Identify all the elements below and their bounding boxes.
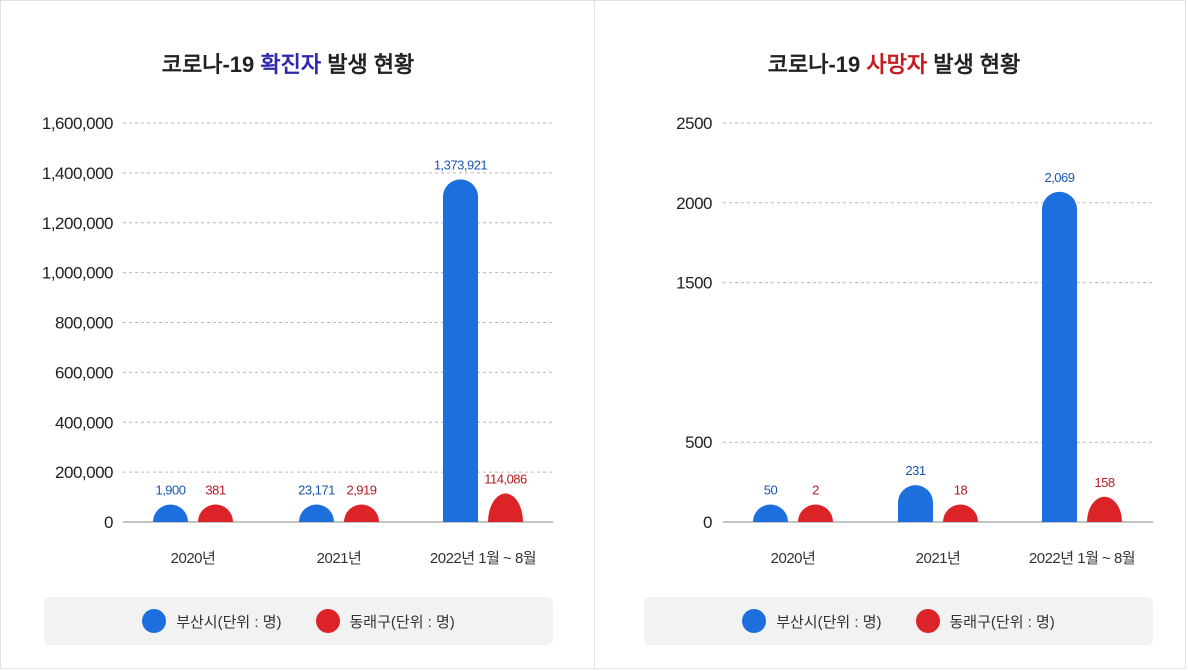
- x-category-label: 2022년 1월 ~ 8월: [1029, 550, 1135, 567]
- chart-title: 코로나-19 확진자 발생 현황: [162, 52, 415, 77]
- y-tick-label: 2000: [676, 194, 712, 213]
- bar-dongnae: [943, 504, 978, 522]
- data-label: 1,900: [155, 483, 185, 498]
- data-label: 158: [1094, 475, 1114, 490]
- bar-dongnae: [198, 504, 233, 522]
- x-category-label: 2022년 1월 ~ 8월: [430, 550, 536, 567]
- legend-label: 부산시(단위 : 명): [176, 613, 282, 631]
- legend-swatch: [315, 609, 340, 633]
- y-tick-label: 400,000: [55, 413, 113, 432]
- confirmed-chart-legend: 부산시(단위 : 명) 동래구(단위 : 명): [44, 597, 553, 645]
- legend-item-dongnae: 동래구(단위 : 명): [315, 609, 455, 633]
- bar-busan: [299, 504, 334, 522]
- legend-label: 부산시(단위 : 명): [776, 613, 882, 631]
- chart-title-suffix: 발생 현황: [321, 52, 414, 77]
- y-tick-label: 0: [104, 513, 113, 532]
- data-label: 2,919: [346, 483, 376, 498]
- y-tick-label: 500: [685, 433, 712, 452]
- legend-item-busan: 부산시(단위 : 명): [742, 609, 882, 633]
- data-label: 18: [954, 483, 968, 498]
- bar-busan: [153, 504, 188, 522]
- confirmed-chart-panel: 코로나-19 확진자 발생 현황 0 200,000 400,000 600,000 80…: [1, 1, 594, 670]
- bar-dongnae: [488, 493, 523, 522]
- bar-busan: [898, 485, 933, 522]
- legend-label: 동래구(단위 : 명): [949, 613, 1055, 631]
- legend-item-dongnae: 동래구(단위 : 명): [915, 609, 1055, 633]
- y-tick-label: 1,600,000: [42, 114, 113, 133]
- legend-swatch: [142, 609, 167, 633]
- death-chart-legend: 부산시(단위 : 명) 동래구(단위 : 명): [644, 597, 1153, 645]
- bar-dongnae: [344, 504, 379, 522]
- death-chart-panel: 코로나-19 사망자 발생 현황 0 500 1500 2000 2500 50 2 2020년…: [595, 1, 1188, 670]
- chart-title-prefix: 코로나-19: [162, 52, 261, 77]
- bar-busan: [753, 504, 788, 522]
- y-tick-label: 0: [703, 513, 712, 532]
- legend-swatch: [915, 609, 940, 633]
- data-label: 23,171: [298, 483, 335, 498]
- y-tick-label: 1,200,000: [42, 214, 113, 233]
- data-label: 1,373,921: [434, 157, 488, 172]
- data-label: 381: [205, 483, 225, 498]
- y-tick-label: 2500: [676, 114, 712, 133]
- y-tick-label: 200,000: [55, 463, 113, 482]
- y-tick-label: 800,000: [55, 314, 113, 333]
- data-label: 50: [764, 483, 778, 498]
- panel-divider: [594, 1, 595, 670]
- legend-label: 동래구(단위 : 명): [349, 613, 455, 631]
- x-category-label: 2021년: [317, 550, 362, 567]
- chart-title-prefix: 코로나-19: [768, 52, 867, 77]
- data-label: 2: [812, 483, 819, 498]
- bar-dongnae: [798, 504, 833, 522]
- x-category-label: 2020년: [171, 550, 216, 567]
- y-tick-label: 1500: [676, 274, 712, 293]
- data-label: 2,069: [1044, 170, 1074, 185]
- data-label: 231: [905, 463, 925, 478]
- bar-busan: [1042, 191, 1077, 522]
- legend-swatch: [742, 609, 767, 633]
- legend-item-busan: 부산시(단위 : 명): [142, 609, 282, 633]
- y-tick-label: 1,400,000: [42, 164, 113, 183]
- x-category-label: 2021년: [916, 550, 961, 567]
- chart-title-accent: 사망자: [866, 52, 927, 77]
- bar-busan: [443, 179, 478, 522]
- y-tick-label: 600,000: [55, 363, 113, 382]
- chart-title-accent: 확진자: [260, 52, 321, 77]
- chart-title: 코로나-19 사망자 발생 현황: [768, 52, 1021, 77]
- chart-title-suffix: 발생 현황: [927, 52, 1020, 77]
- confirmed-chart: 코로나-19 확진자 발생 현황 0 200,000 400,000 600,000 80…: [42, 52, 553, 567]
- x-category-label: 2020년: [771, 550, 816, 567]
- y-tick-label: 1,000,000: [42, 264, 113, 283]
- bar-dongnae: [1087, 496, 1122, 522]
- data-label: 114,086: [484, 472, 527, 487]
- death-chart: 코로나-19 사망자 발생 현황 0 500 1500 2000 2500 50 2 2020년…: [676, 52, 1153, 567]
